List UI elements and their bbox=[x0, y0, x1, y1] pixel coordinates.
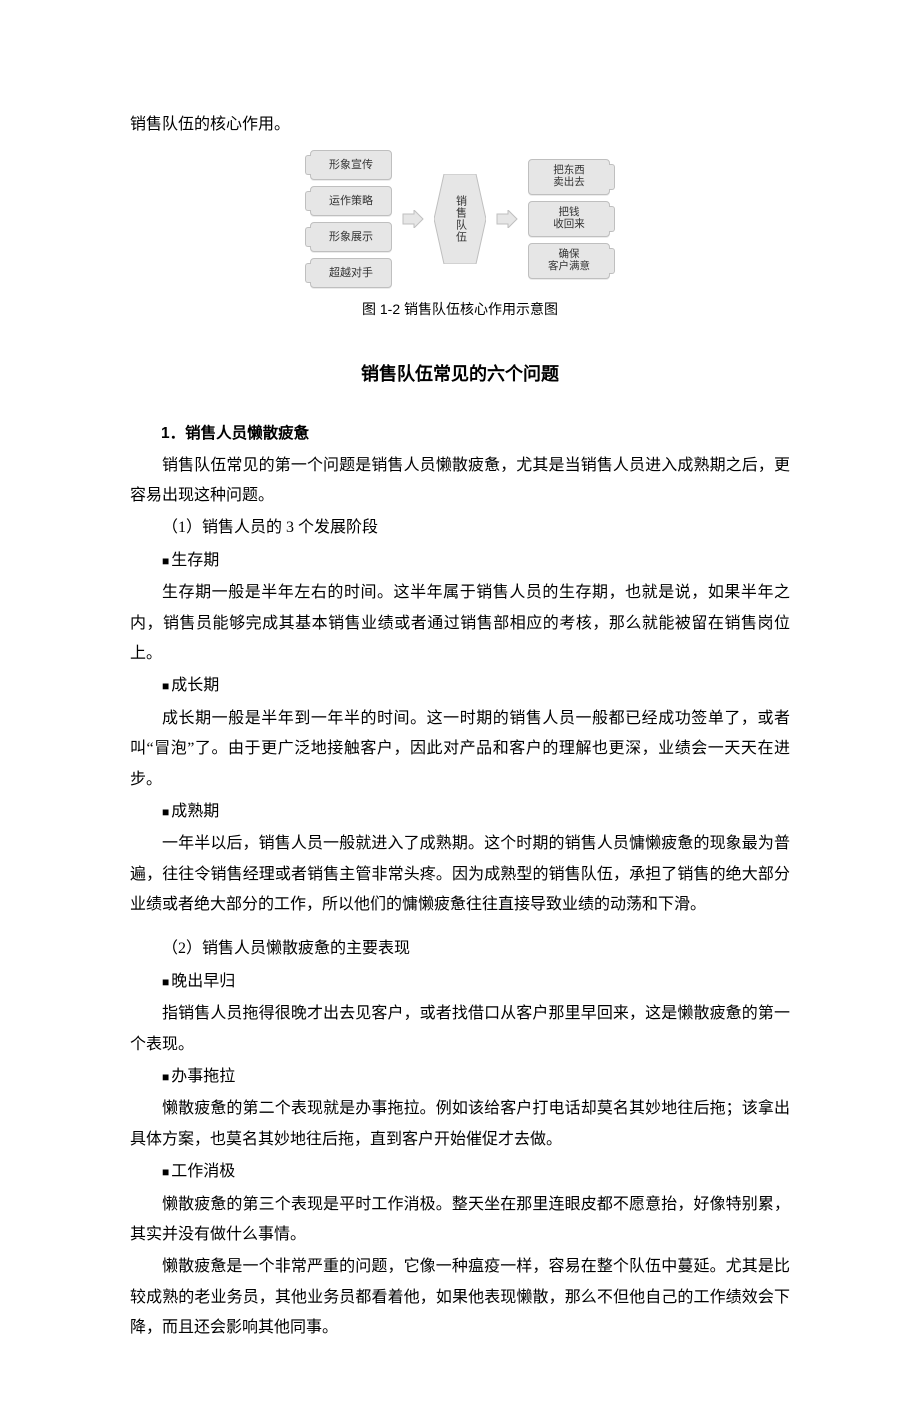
symptom-title-text: 晚出早归 bbox=[171, 973, 235, 990]
stage-title-text: 成熟期 bbox=[171, 803, 219, 820]
paragraph: 生存期一般是半年左右的时间。这半年属于销售人员的生存期，也就是说，如果半年之内，… bbox=[130, 578, 790, 669]
diagram-left-column: 形象宣传 运作策略 形象展示 超越对手 bbox=[310, 150, 392, 288]
symptom-title: 晚出早归 bbox=[130, 967, 790, 997]
diagram-left-box: 形象展示 bbox=[310, 222, 392, 252]
stage-title: 成熟期 bbox=[130, 797, 790, 827]
symptom-title: 办事拖拉 bbox=[130, 1062, 790, 1092]
paragraph: 一年半以后，销售人员一般就进入了成熟期。这个时期的销售人员慵懒疲惫的现象最为普遍… bbox=[130, 829, 790, 920]
core-role-diagram: 形象宣传 运作策略 形象展示 超越对手 销售队伍 把东西卖出去 把钱收回来 确保… bbox=[130, 150, 790, 288]
paragraph: 指销售人员拖得很晚才出去见客户，或者找借口从客户那里早回来，这是懒散疲惫的第一个… bbox=[130, 999, 790, 1060]
diagram-left-box: 运作策略 bbox=[310, 186, 392, 216]
paragraph: 懒散疲惫是一个非常严重的问题，它像一种瘟疫一样，容易在整个队伍中蔓延。尤其是比较… bbox=[130, 1252, 790, 1343]
symptom-title-text: 办事拖拉 bbox=[171, 1068, 235, 1085]
diagram-right-box: 把钱收回来 bbox=[528, 201, 610, 237]
diagram-right-box: 把东西卖出去 bbox=[528, 159, 610, 195]
paragraph: 懒散疲惫的第三个表现是平时工作消极。整天坐在那里连眼皮都不愿意抬，好像特别累，其… bbox=[130, 1190, 790, 1251]
diagram-left-box: 形象宣传 bbox=[310, 150, 392, 180]
diagram-center-hex: 销售队伍 bbox=[434, 174, 486, 264]
diagram-right-column: 把东西卖出去 把钱收回来 确保客户满意 bbox=[528, 159, 610, 279]
symptom-title: 工作消极 bbox=[130, 1157, 790, 1187]
subsection-label: （1）销售人员的 3 个发展阶段 bbox=[130, 513, 790, 543]
stage-title: 成长期 bbox=[130, 671, 790, 701]
symptom-title-text: 工作消极 bbox=[171, 1163, 235, 1180]
diagram-center-label: 销售队伍 bbox=[450, 195, 471, 243]
paragraph: 成长期一般是半年到一年半的时间。这一时期的销售人员一般都已经成功签单了，或者叫“… bbox=[130, 704, 790, 795]
intro-text: 销售队伍的核心作用。 bbox=[130, 110, 790, 140]
paragraph: 懒散疲惫的第二个表现就是办事拖拉。例如该给客户打电话却莫名其妙地往后拖；该拿出具… bbox=[130, 1094, 790, 1155]
subsection-label: （2）销售人员懒散疲惫的主要表现 bbox=[130, 934, 790, 964]
section-title: 销售队伍常见的六个问题 bbox=[130, 357, 790, 391]
stage-title: 生存期 bbox=[130, 546, 790, 576]
topic-heading: 1．销售人员懒散疲惫 bbox=[161, 419, 790, 448]
figure-caption: 图 1-2 销售队伍核心作用示意图 bbox=[130, 296, 790, 323]
paragraph: 销售队伍常见的第一个问题是销售人员懒散疲惫，尤其是当销售人员进入成熟期之后，更容… bbox=[130, 451, 790, 512]
arrow-right-icon bbox=[402, 210, 424, 228]
diagram-left-box: 超越对手 bbox=[310, 258, 392, 288]
arrow-right-icon bbox=[496, 210, 518, 228]
stage-title-text: 成长期 bbox=[171, 677, 219, 694]
diagram-right-box: 确保客户满意 bbox=[528, 243, 610, 279]
stage-title-text: 生存期 bbox=[171, 552, 219, 569]
